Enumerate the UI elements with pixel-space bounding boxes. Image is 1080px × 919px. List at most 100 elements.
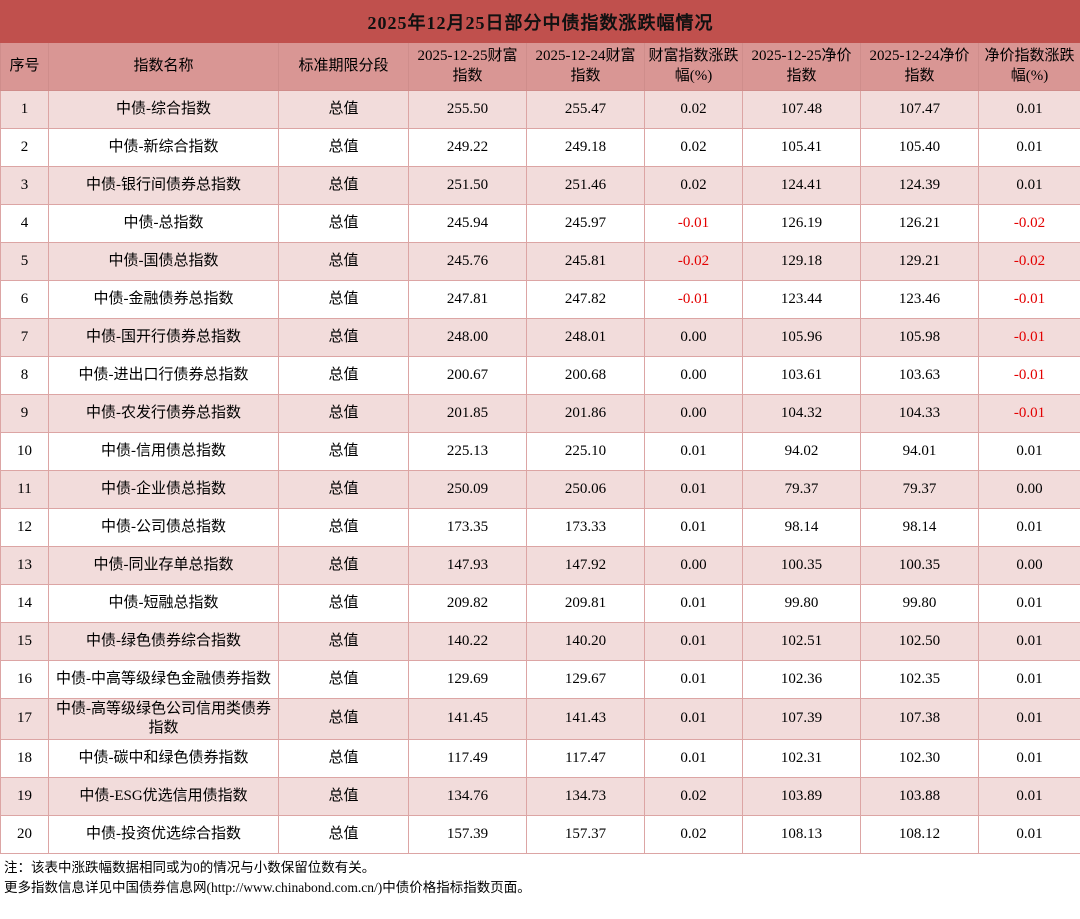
clean-price-previous-cell: 104.33	[860, 394, 979, 433]
clean-price-current-cell: 103.89	[742, 776, 861, 816]
index-name-cell: 中债-银行间债券总指数	[48, 166, 279, 205]
wealth-index-current-cell: 147.93	[408, 546, 527, 585]
wealth-index-previous-cell: 157.37	[526, 814, 645, 854]
segment-cell: 总值	[278, 508, 409, 547]
clean-price-current-cell: 126.19	[742, 204, 861, 243]
column-header-7: 2025-12-24净价指数	[860, 42, 979, 91]
wealth-index-current-cell: 140.22	[408, 622, 527, 661]
column-header-3: 2025-12-25财富指数	[408, 42, 527, 91]
wealth-index-previous-cell: 200.68	[526, 356, 645, 395]
wealth-index-current-cell: 134.76	[408, 776, 527, 816]
wealth-change-cell: 0.01	[644, 432, 743, 471]
clean-change-cell: 0.01	[977, 698, 1080, 740]
clean-price-previous-cell: 108.12	[860, 814, 979, 854]
wealth-change-cell: 0.02	[644, 90, 743, 129]
wealth-index-current-cell: 251.50	[408, 166, 527, 205]
segment-cell: 总值	[278, 90, 409, 129]
index-name-cell: 中债-高等级绿色公司信用类债券指数	[48, 698, 279, 740]
wealth-index-current-cell: 201.85	[408, 394, 527, 433]
table-row: 10 中债-信用债总指数 总值 225.13 225.10 0.01 94.02 94.01 0…	[0, 432, 1080, 471]
wealth-index-current-cell: 129.69	[408, 660, 527, 699]
segment-cell: 总值	[278, 660, 409, 699]
clean-change-cell: -0.01	[977, 394, 1080, 433]
table-row: 6 中债-金融债券总指数 总值 247.81 247.82 -0.01 123.44 123.…	[0, 280, 1080, 319]
clean-price-current-cell: 100.35	[742, 546, 861, 585]
wealth-index-current-cell: 141.45	[408, 698, 527, 740]
clean-price-previous-cell: 102.50	[860, 622, 979, 661]
serial-cell: 1	[0, 90, 49, 129]
index-name-cell: 中债-进出口行债券总指数	[48, 356, 279, 395]
serial-cell: 12	[0, 508, 49, 547]
segment-cell: 总值	[278, 432, 409, 471]
clean-change-cell: 0.01	[977, 738, 1080, 778]
clean-change-cell: 0.01	[977, 128, 1080, 167]
wealth-index-current-cell: 173.35	[408, 508, 527, 547]
clean-price-previous-cell: 102.35	[860, 660, 979, 699]
wealth-index-previous-cell: 173.33	[526, 508, 645, 547]
wealth-index-previous-cell: 201.86	[526, 394, 645, 433]
wealth-change-cell: 0.01	[644, 622, 743, 661]
wealth-index-previous-cell: 129.67	[526, 660, 645, 699]
wealth-index-previous-cell: 245.81	[526, 242, 645, 281]
table-row: 7 中债-国开行债券总指数 总值 248.00 248.01 0.00 105.96 105.…	[0, 318, 1080, 357]
serial-cell: 10	[0, 432, 49, 471]
clean-price-previous-cell: 94.01	[860, 432, 979, 471]
index-name-cell: 中债-绿色债券综合指数	[48, 622, 279, 661]
column-header-6: 2025-12-25净价指数	[742, 42, 861, 91]
clean-price-current-cell: 107.48	[742, 90, 861, 129]
wealth-index-previous-cell: 247.82	[526, 280, 645, 319]
wealth-change-cell: -0.02	[644, 242, 743, 281]
wealth-index-previous-cell: 147.92	[526, 546, 645, 585]
table-row: 14 中债-短融总指数 总值 209.82 209.81 0.01 99.80 99.80 0.…	[0, 584, 1080, 623]
title-row: 2025年12月25日部分中债指数涨跌幅情况	[0, 0, 1080, 43]
wealth-index-previous-cell: 248.01	[526, 318, 645, 357]
clean-price-current-cell: 94.02	[742, 432, 861, 471]
wealth-index-previous-cell: 140.20	[526, 622, 645, 661]
wealth-index-previous-cell: 251.46	[526, 166, 645, 205]
index-name-cell: 中债-农发行债券总指数	[48, 394, 279, 433]
column-header-5: 财富指数涨跌幅(%)	[644, 42, 743, 91]
clean-price-previous-cell: 102.30	[860, 738, 979, 778]
index-name-cell: 中债-碳中和绿色债券指数	[48, 738, 279, 778]
table-row: 20 中债-投资优选综合指数 总值 157.39 157.37 0.02 108.13 108…	[0, 814, 1080, 854]
index-name-cell: 中债-公司债总指数	[48, 508, 279, 547]
clean-change-cell: 0.01	[977, 776, 1080, 816]
page-title: 2025年12月25日部分中债指数涨跌幅情况	[0, 0, 1080, 43]
table-row: 4 中债-总指数 总值 245.94 245.97 -0.01 126.19 126.21 -0…	[0, 204, 1080, 243]
clean-change-cell: -0.01	[977, 356, 1080, 395]
serial-cell: 4	[0, 204, 49, 243]
clean-price-current-cell: 102.31	[742, 738, 861, 778]
wealth-change-cell: -0.01	[644, 204, 743, 243]
clean-price-previous-cell: 124.39	[860, 166, 979, 205]
index-name-cell: 中债-总指数	[48, 204, 279, 243]
serial-cell: 14	[0, 584, 49, 623]
clean-price-previous-cell: 123.46	[860, 280, 979, 319]
segment-cell: 总值	[278, 698, 409, 740]
clean-price-current-cell: 102.51	[742, 622, 861, 661]
segment-cell: 总值	[278, 242, 409, 281]
table-row: 17 中债-高等级绿色公司信用类债券指数 总值 141.45 141.43 0.01 107…	[0, 698, 1080, 740]
serial-cell: 3	[0, 166, 49, 205]
wealth-index-current-cell: 255.50	[408, 90, 527, 129]
segment-cell: 总值	[278, 166, 409, 205]
wealth-index-previous-cell: 249.18	[526, 128, 645, 167]
serial-cell: 20	[0, 814, 49, 854]
table-row: 19 中债-ESG优选信用债指数 总值 134.76 134.73 0.02 103.89 1…	[0, 776, 1080, 816]
bond-index-table: 2025年12月25日部分中债指数涨跌幅情况 序号 指数名称 标准期限分段 2025-…	[0, 0, 1080, 854]
table-row: 11 中债-企业债总指数 总值 250.09 250.06 0.01 79.37 79.37 0…	[0, 470, 1080, 509]
clean-price-previous-cell: 107.38	[860, 698, 979, 740]
index-name-cell: 中债-投资优选综合指数	[48, 814, 279, 854]
clean-price-current-cell: 107.39	[742, 698, 861, 740]
clean-change-cell: 0.01	[977, 166, 1080, 205]
serial-cell: 13	[0, 546, 49, 585]
wealth-index-previous-cell: 134.73	[526, 776, 645, 816]
clean-price-current-cell: 104.32	[742, 394, 861, 433]
wealth-index-current-cell: 117.49	[408, 738, 527, 778]
serial-cell: 17	[0, 698, 49, 740]
clean-change-cell: 0.01	[977, 814, 1080, 854]
serial-cell: 6	[0, 280, 49, 319]
index-name-cell: 中债-信用债总指数	[48, 432, 279, 471]
clean-price-previous-cell: 105.98	[860, 318, 979, 357]
segment-cell: 总值	[278, 738, 409, 778]
segment-cell: 总值	[278, 204, 409, 243]
